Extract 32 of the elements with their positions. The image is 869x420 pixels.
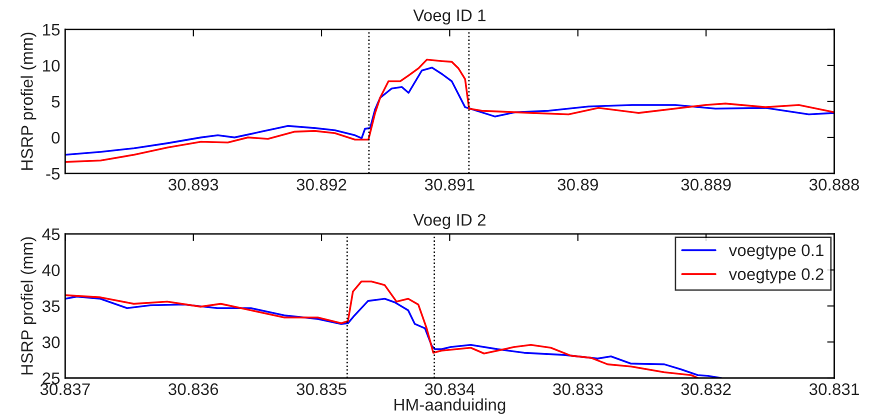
x-tick-label: 30.89: [558, 178, 598, 191]
x-tick-label: 30.834: [424, 383, 475, 396]
x-tick-label: 30.837: [40, 383, 90, 396]
y-axis-title: HSRP profiel (mm): [20, 32, 36, 170]
y-tick-label: 5: [52, 96, 60, 108]
y-tick-label: 25: [42, 372, 60, 384]
y-tick-label: -5: [46, 168, 60, 180]
x-axis-title: HM-aanduiding: [394, 398, 506, 414]
y-tick-label: 30: [42, 336, 60, 348]
x-tick-label: 30.892: [296, 178, 346, 191]
line-series: [65, 296, 722, 378]
line-series: [65, 280, 699, 378]
y-tick-label: 35: [42, 300, 60, 312]
x-tick-label: 30.831: [809, 383, 859, 396]
x-tick-label: 30.836: [168, 383, 218, 396]
y-tick-label: 0: [52, 132, 60, 144]
legend-label: voegtype 0.1: [728, 244, 824, 260]
x-tick-label: 30.833: [553, 383, 603, 396]
x-tick-label: 30.888: [809, 178, 860, 191]
x-tick-label: 30.891: [424, 178, 474, 191]
legend-label: voegtype 0.2: [728, 268, 824, 284]
chart-title: Voeg ID 1: [413, 10, 486, 25]
x-tick-label: 30.832: [681, 383, 731, 396]
y-tick-label: 45: [42, 228, 60, 240]
x-tick-label: 30.835: [296, 383, 346, 396]
y-tick-label: 40: [42, 264, 60, 276]
y-axis-title: HSRP profiel (mm): [20, 237, 36, 374]
x-tick-label: 30.889: [681, 178, 731, 191]
y-tick-label: 10: [43, 60, 60, 72]
chart-title: Voeg ID 2: [413, 214, 486, 230]
y-tick-label: 15: [43, 24, 60, 36]
x-tick-label: 30.893: [168, 178, 218, 191]
